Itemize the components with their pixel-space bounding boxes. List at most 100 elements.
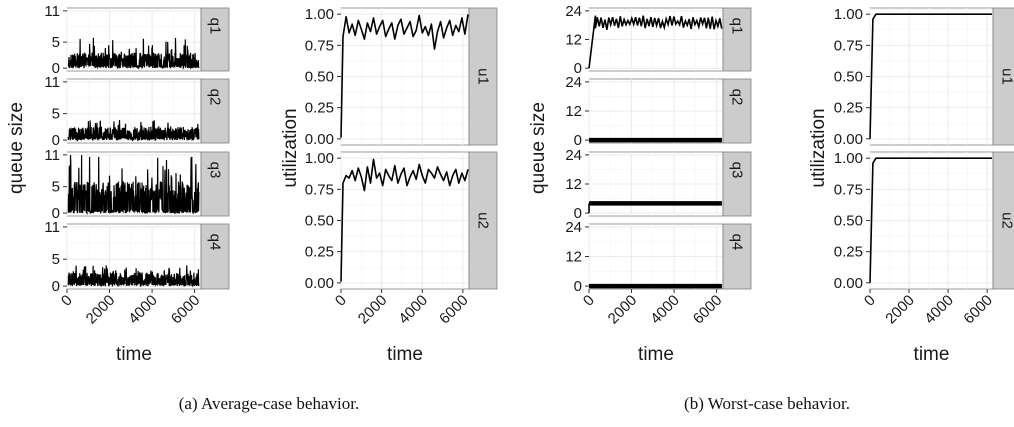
y-tick-label: 0.75 [305, 181, 334, 198]
y-tick-label: 12 [565, 32, 582, 49]
facet-strip [200, 7, 230, 72]
y-tick-label: 0.50 [834, 69, 863, 86]
y-tick-label: 5 [52, 34, 60, 51]
y-tick-label: 11 [44, 74, 60, 91]
y-tick-label: 24 [565, 147, 582, 164]
y-tick-label: 1.00 [305, 6, 334, 23]
facet-panel-q4: 0 5 11 q4 [44, 219, 230, 295]
x-tick-label: 4000 [125, 292, 161, 328]
series-line-q2 [67, 119, 200, 142]
facet-strip [468, 7, 498, 146]
y-tick-label: 0.50 [834, 213, 863, 230]
y-tick-label: 5 [52, 251, 60, 268]
chart-2: 0.00 0.25 0.50 0.75 1.00 u1 0.00 0.25 0.50 0.75 1.… [280, 6, 498, 365]
y-tick-label: 12 [565, 176, 582, 193]
y-tick-label: 11 [44, 147, 60, 164]
series-line-u2 [869, 157, 992, 283]
y-tick-label: 0.00 [305, 275, 334, 292]
facet-label-q3: q3 [207, 162, 224, 179]
x-tick-label: 6000 [960, 292, 996, 328]
facet-panel-q2: 0 12 24 q2 [565, 74, 752, 149]
y-tick-label: 0 [52, 132, 60, 149]
facet-strip [200, 151, 230, 217]
facet-label-q2: q2 [207, 89, 224, 106]
y-tick-label: 0.25 [834, 244, 863, 261]
facet-strip [722, 151, 752, 217]
x-tick-label: 0 [332, 292, 350, 310]
x-tick-label: 0 [580, 292, 598, 310]
facet-panel-u1: 0.00 0.25 0.50 0.75 1.00 u1 [305, 6, 498, 148]
y-tick-label: 0.00 [834, 131, 863, 148]
x-tick-label: 4000 [647, 292, 683, 328]
facet-panel-q3: 0 12 24 q3 [565, 147, 752, 222]
facet-panel-q2: 0 5 11 q2 [44, 74, 230, 149]
x-tick-label: 4000 [395, 292, 431, 328]
y-tick-label: 24 [565, 3, 582, 20]
y-tick-label: 0.50 [305, 213, 334, 230]
y-tick-label: 12 [565, 249, 582, 266]
series-line-q1 [588, 15, 723, 69]
facet-panel-u2: 0.00 0.25 0.50 0.75 1.00 u2 [305, 150, 498, 292]
facet-label-q1: q1 [729, 18, 746, 35]
y-tick-label: 0.25 [305, 244, 334, 261]
y-tick-label: 0.25 [305, 100, 334, 117]
chart-3: 0 12 24 q1 0 12 24 q2 0 12 24 q3 0 12 24 q4 0 2000 4000 600… [528, 3, 752, 365]
y-tick-label: 5 [52, 179, 60, 196]
series-line-q3 [67, 154, 200, 216]
facet-panel-u2: 0.00 0.25 0.50 0.75 1.00 u2 [834, 150, 1014, 292]
chart-1: 0 5 11 q1 0 5 11 q2 0 5 11 q3 0 5 11 q4 0 2000 4000 6000 tim… [6, 3, 230, 365]
facet-label-q2: q2 [729, 89, 746, 106]
x-tick-label: 4000 [921, 292, 957, 328]
x-axis-title: time [387, 344, 423, 365]
x-tick-label: 2000 [882, 292, 918, 328]
y-tick-label: 0 [574, 278, 582, 295]
facet-strip [992, 151, 1014, 290]
facet-label-u1: u1 [475, 68, 492, 85]
y-axis-title: queue size [6, 102, 27, 194]
y-tick-label: 0 [52, 278, 60, 295]
x-axis-title: time [116, 344, 152, 365]
facet-strip [468, 151, 498, 290]
series-line-u2 [340, 158, 469, 282]
x-tick-label: 0 [861, 292, 879, 310]
facet-strip [200, 78, 230, 144]
facet-label-q4: q4 [207, 234, 224, 251]
y-axis-title: utilization [808, 108, 829, 187]
x-tick-label: 6000 [690, 292, 726, 328]
y-tick-label: 11 [44, 219, 60, 236]
y-tick-label: 5 [52, 106, 60, 123]
y-tick-label: 0.25 [834, 100, 863, 117]
facet-label-q3: q3 [729, 162, 746, 179]
caption-a: (a) Average-case behavior. [178, 394, 360, 413]
y-tick-label: 0.00 [834, 275, 863, 292]
series-line-q1 [67, 37, 200, 71]
facet-panel-q4: 0 12 24 q4 [565, 219, 752, 295]
y-tick-label: 0.75 [834, 37, 863, 54]
facet-label-q4: q4 [729, 234, 746, 251]
series-line-u1 [869, 13, 992, 139]
y-tick-label: 24 [565, 219, 582, 236]
y-tick-label: 24 [565, 74, 582, 91]
series-line-q4 [67, 265, 200, 288]
y-tick-label: 0 [574, 60, 582, 77]
y-tick-label: 1.00 [305, 150, 334, 167]
facet-strip [992, 7, 1014, 146]
y-axis-title: utilization [280, 108, 301, 187]
y-tick-label: 1.00 [834, 150, 863, 167]
facet-strip [722, 78, 752, 144]
x-axis-title: time [914, 344, 950, 365]
y-tick-label: 0.50 [305, 69, 334, 86]
facet-strip [722, 223, 752, 290]
x-tick-label: 2000 [605, 292, 641, 328]
facet-panel-q1: 0 5 11 q1 [44, 3, 230, 77]
x-tick-label: 0 [58, 292, 76, 310]
x-tick-label: 2000 [355, 292, 391, 328]
x-tick-label: 2000 [83, 292, 119, 328]
y-tick-label: 0.00 [305, 131, 334, 148]
facet-strip [200, 223, 230, 290]
facet-label-u2: u2 [999, 212, 1014, 229]
facet-label-q1: q1 [207, 18, 224, 35]
chart-4: 0.00 0.25 0.50 0.75 1.00 u1 0.00 0.25 0.50 0.75 1.… [808, 6, 1014, 365]
x-axis-title: time [638, 344, 674, 365]
